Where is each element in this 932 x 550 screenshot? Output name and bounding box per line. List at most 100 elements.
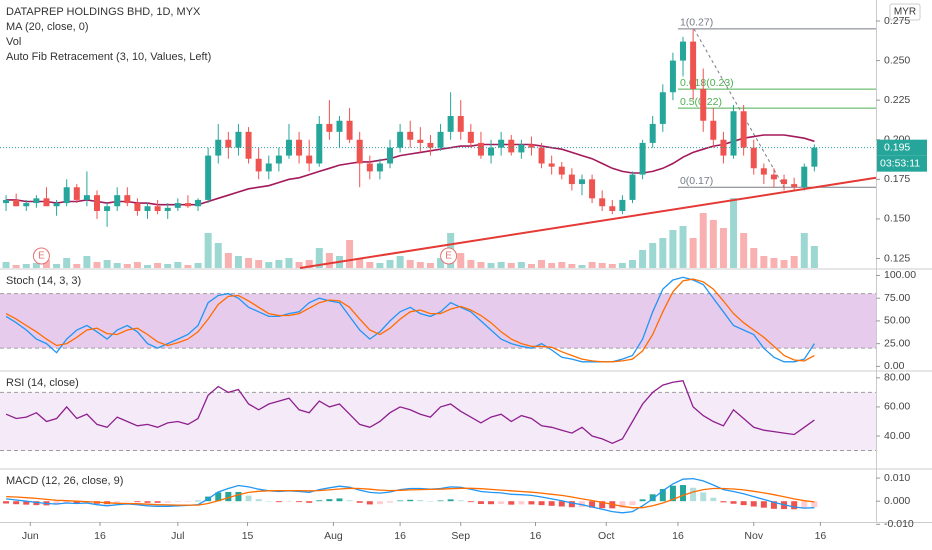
volume-bar [740,233,748,268]
fib-label: 0(0.17) [680,175,713,187]
candle-body [589,179,596,199]
candle-body [195,199,202,207]
candle-body [801,166,808,188]
volume-bar [315,248,323,268]
candle-body [437,131,444,148]
histogram-bar [235,491,242,502]
candle-body [83,195,90,200]
candle-body [387,147,394,164]
fib-label: 1(0.27) [680,17,713,29]
y-tick-label: 60.00 [884,401,910,413]
volume-bar [53,264,61,268]
candle-body [659,92,666,124]
candle-body [407,131,414,140]
candle-body [306,155,313,164]
candle-body [629,174,636,200]
candle-body [740,111,747,148]
histogram-bar [518,501,525,505]
candle-body [619,199,626,211]
band-fill [0,392,876,451]
volume-bar [437,258,445,268]
volume-bar [113,263,121,268]
volume-bar [123,264,131,268]
histogram-bar [770,501,777,509]
fib-diagonal [693,28,785,188]
histogram-bar [659,488,666,502]
candle-body [225,139,232,148]
candle-body [265,163,272,172]
histogram-bar [326,499,333,502]
volume-bar [366,262,374,268]
volume-bar [305,260,313,268]
earnings-marker [440,247,458,265]
y-tick-label: 80.00 [884,372,910,384]
volume-bar [527,264,535,268]
volume-bar [568,264,576,268]
histogram-bar [154,501,161,503]
candle-body [770,174,777,180]
volume-bar [477,262,485,268]
y-tick-label: 0.275 [884,15,910,27]
volume-bar [487,263,495,268]
candle-body [508,139,515,153]
candle-body [154,206,161,211]
ma-legend: MA (20, close, 0) [6,21,89,33]
histogram-bar [488,501,495,505]
last-price-box [877,139,927,156]
countdown-box [877,155,927,172]
y-tick-label: 0.00 [884,360,905,372]
volume-bar [426,263,434,268]
candle-body [558,166,565,175]
y-tick-label: 0.125 [884,252,910,264]
candle-body [700,89,707,121]
candle-body [255,158,262,172]
histogram-bar [477,501,484,504]
volume-bar [164,264,172,268]
vol-legend: Vol [6,36,21,48]
candle-body [336,120,343,132]
candle-body [498,139,505,148]
macd-legend: MACD (12, 26, close, 9) [6,475,123,487]
histogram-bar [215,492,222,502]
candle-body [43,198,50,207]
candle-body [710,120,717,140]
volume-bar [93,262,101,268]
y-tick-label: 75.00 [884,292,910,304]
volume-bar [800,233,808,268]
volume-bar [719,228,727,268]
volume-bar [760,256,768,268]
x-tick-label: Sep [451,530,470,542]
histogram-bar [801,501,808,509]
y-tick-label: 25.00 [884,337,910,349]
histogram-bar [356,501,363,503]
candle-body [3,199,10,204]
earnings-marker [32,247,50,265]
histogram-bar [336,498,343,502]
candle-body [356,139,363,164]
candle-body [477,142,484,156]
volume-bar [608,264,616,268]
histogram-bar [134,501,141,503]
y-tick-label: -0.010 [884,518,914,530]
candle-body [124,195,131,204]
volume-bar [346,240,354,268]
currency: MYR [894,7,916,18]
x-tick-label: Jul [171,530,184,542]
candle-body [245,131,252,159]
candle-body [316,123,323,164]
candle-body [93,195,100,211]
candle-body [346,120,353,140]
histogram-bar [427,500,434,502]
candle-body [174,203,181,208]
stoch-legend: Stoch (14, 3, 3) [6,275,81,287]
volume-bar [679,226,687,268]
histogram-bar [457,500,464,502]
histogram-bar [680,485,687,502]
histogram-bar [33,501,40,506]
earnings-label: E [38,251,45,262]
volume-bar [639,250,647,268]
histogram-bar [528,501,535,505]
rsi-legend: RSI (14, close) [6,377,79,389]
candle-body [73,187,80,200]
volume-bar [598,263,606,268]
